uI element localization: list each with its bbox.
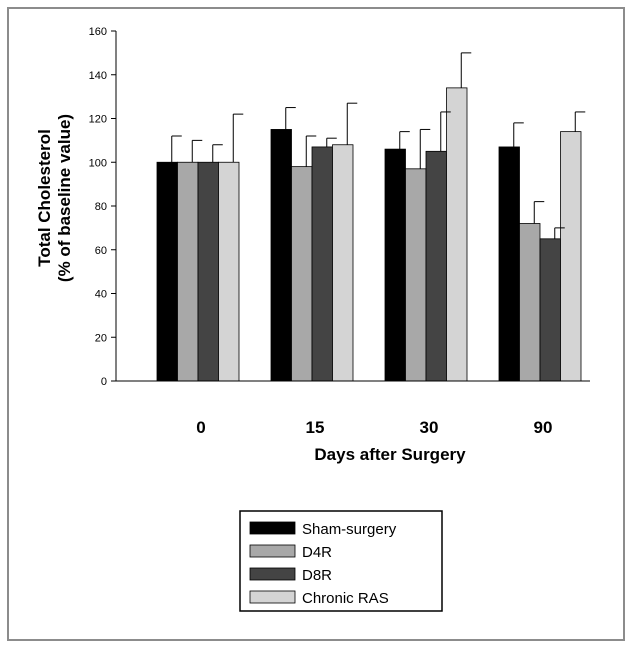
- error-bar: [533, 201, 545, 224]
- legend-swatch: [249, 521, 296, 535]
- error-bar: [399, 131, 410, 150]
- bar-d8r-day-90: [539, 238, 561, 382]
- error-bar: [513, 122, 524, 147]
- x-axis-ticks: 0 15 30 90: [196, 418, 552, 437]
- bar-d8r-day-15: [311, 146, 333, 382]
- x-axis-title: Days after Surgery: [314, 445, 466, 464]
- bar-d8r-day-0: [197, 161, 219, 382]
- y-tick-label: 20: [95, 332, 107, 344]
- y-tick-label: 140: [89, 70, 107, 82]
- bar-chronic-ras-day-30: [446, 87, 468, 382]
- legend-swatch: [249, 544, 296, 558]
- legend-swatch: [249, 590, 296, 604]
- bar-chronic-ras-day-0: [218, 161, 240, 382]
- x-tick-label: 30: [420, 418, 439, 437]
- bar-d8r-day-30: [425, 150, 447, 382]
- y-axis-ticks: 0 20 40 60 80 100 120 140 160: [89, 26, 116, 388]
- error-bar: [419, 128, 431, 169]
- x-tick-label: 15: [306, 418, 325, 437]
- legend-label: D4R: [302, 544, 332, 561]
- error-bar: [191, 139, 203, 163]
- legend-label: Sham-surgery: [302, 521, 397, 538]
- bar-sham-surgery-day-30: [384, 148, 406, 382]
- bar-d4r-day-15: [291, 166, 313, 382]
- bar-sham-surgery-day-15: [270, 129, 292, 382]
- y-axis-title: Total Cholesterol (% of baseline value): [35, 114, 74, 282]
- y-tick-label: 80: [95, 201, 107, 213]
- y-tick-label: 0: [101, 376, 107, 388]
- error-bar: [326, 137, 337, 147]
- error-bar: [285, 107, 296, 130]
- bars: [156, 87, 582, 382]
- bar-chronic-ras-day-15: [332, 144, 354, 382]
- error-bar: [212, 144, 223, 163]
- y-tick-label: 100: [89, 157, 107, 169]
- x-tick-label: 0: [196, 418, 205, 437]
- error-bar: [346, 102, 358, 145]
- error-bar: [232, 113, 244, 163]
- error-bar: [460, 52, 472, 88]
- error-bar: [554, 227, 565, 239]
- legend: Sham-surgery D4R D8R Chronic RAS: [239, 510, 443, 612]
- x-tick-label: 90: [534, 418, 553, 437]
- y-axis-title-line2: (% of baseline value): [55, 114, 74, 282]
- error-bars: [171, 52, 586, 239]
- legend-swatch: [249, 567, 296, 581]
- bar-sham-surgery-day-90: [498, 146, 520, 382]
- y-tick-label: 120: [89, 114, 107, 126]
- bar-d4r-day-90: [519, 223, 541, 382]
- y-axis-title-line1: Total Cholesterol: [35, 129, 54, 267]
- bar-d4r-day-30: [405, 168, 427, 382]
- y-tick-label: 60: [95, 245, 107, 257]
- error-bar: [440, 111, 451, 152]
- error-bar: [305, 135, 317, 167]
- error-bar: [171, 135, 182, 163]
- legend-label: D8R: [302, 567, 332, 584]
- legend-label: Chronic RAS: [302, 590, 389, 607]
- y-tick-label: 40: [95, 289, 107, 301]
- bar-d4r-day-0: [177, 161, 199, 382]
- bar-sham-surgery-day-0: [156, 161, 178, 382]
- y-tick-label: 160: [89, 26, 107, 38]
- error-bar: [574, 111, 586, 132]
- bar-chronic-ras-day-90: [560, 131, 582, 382]
